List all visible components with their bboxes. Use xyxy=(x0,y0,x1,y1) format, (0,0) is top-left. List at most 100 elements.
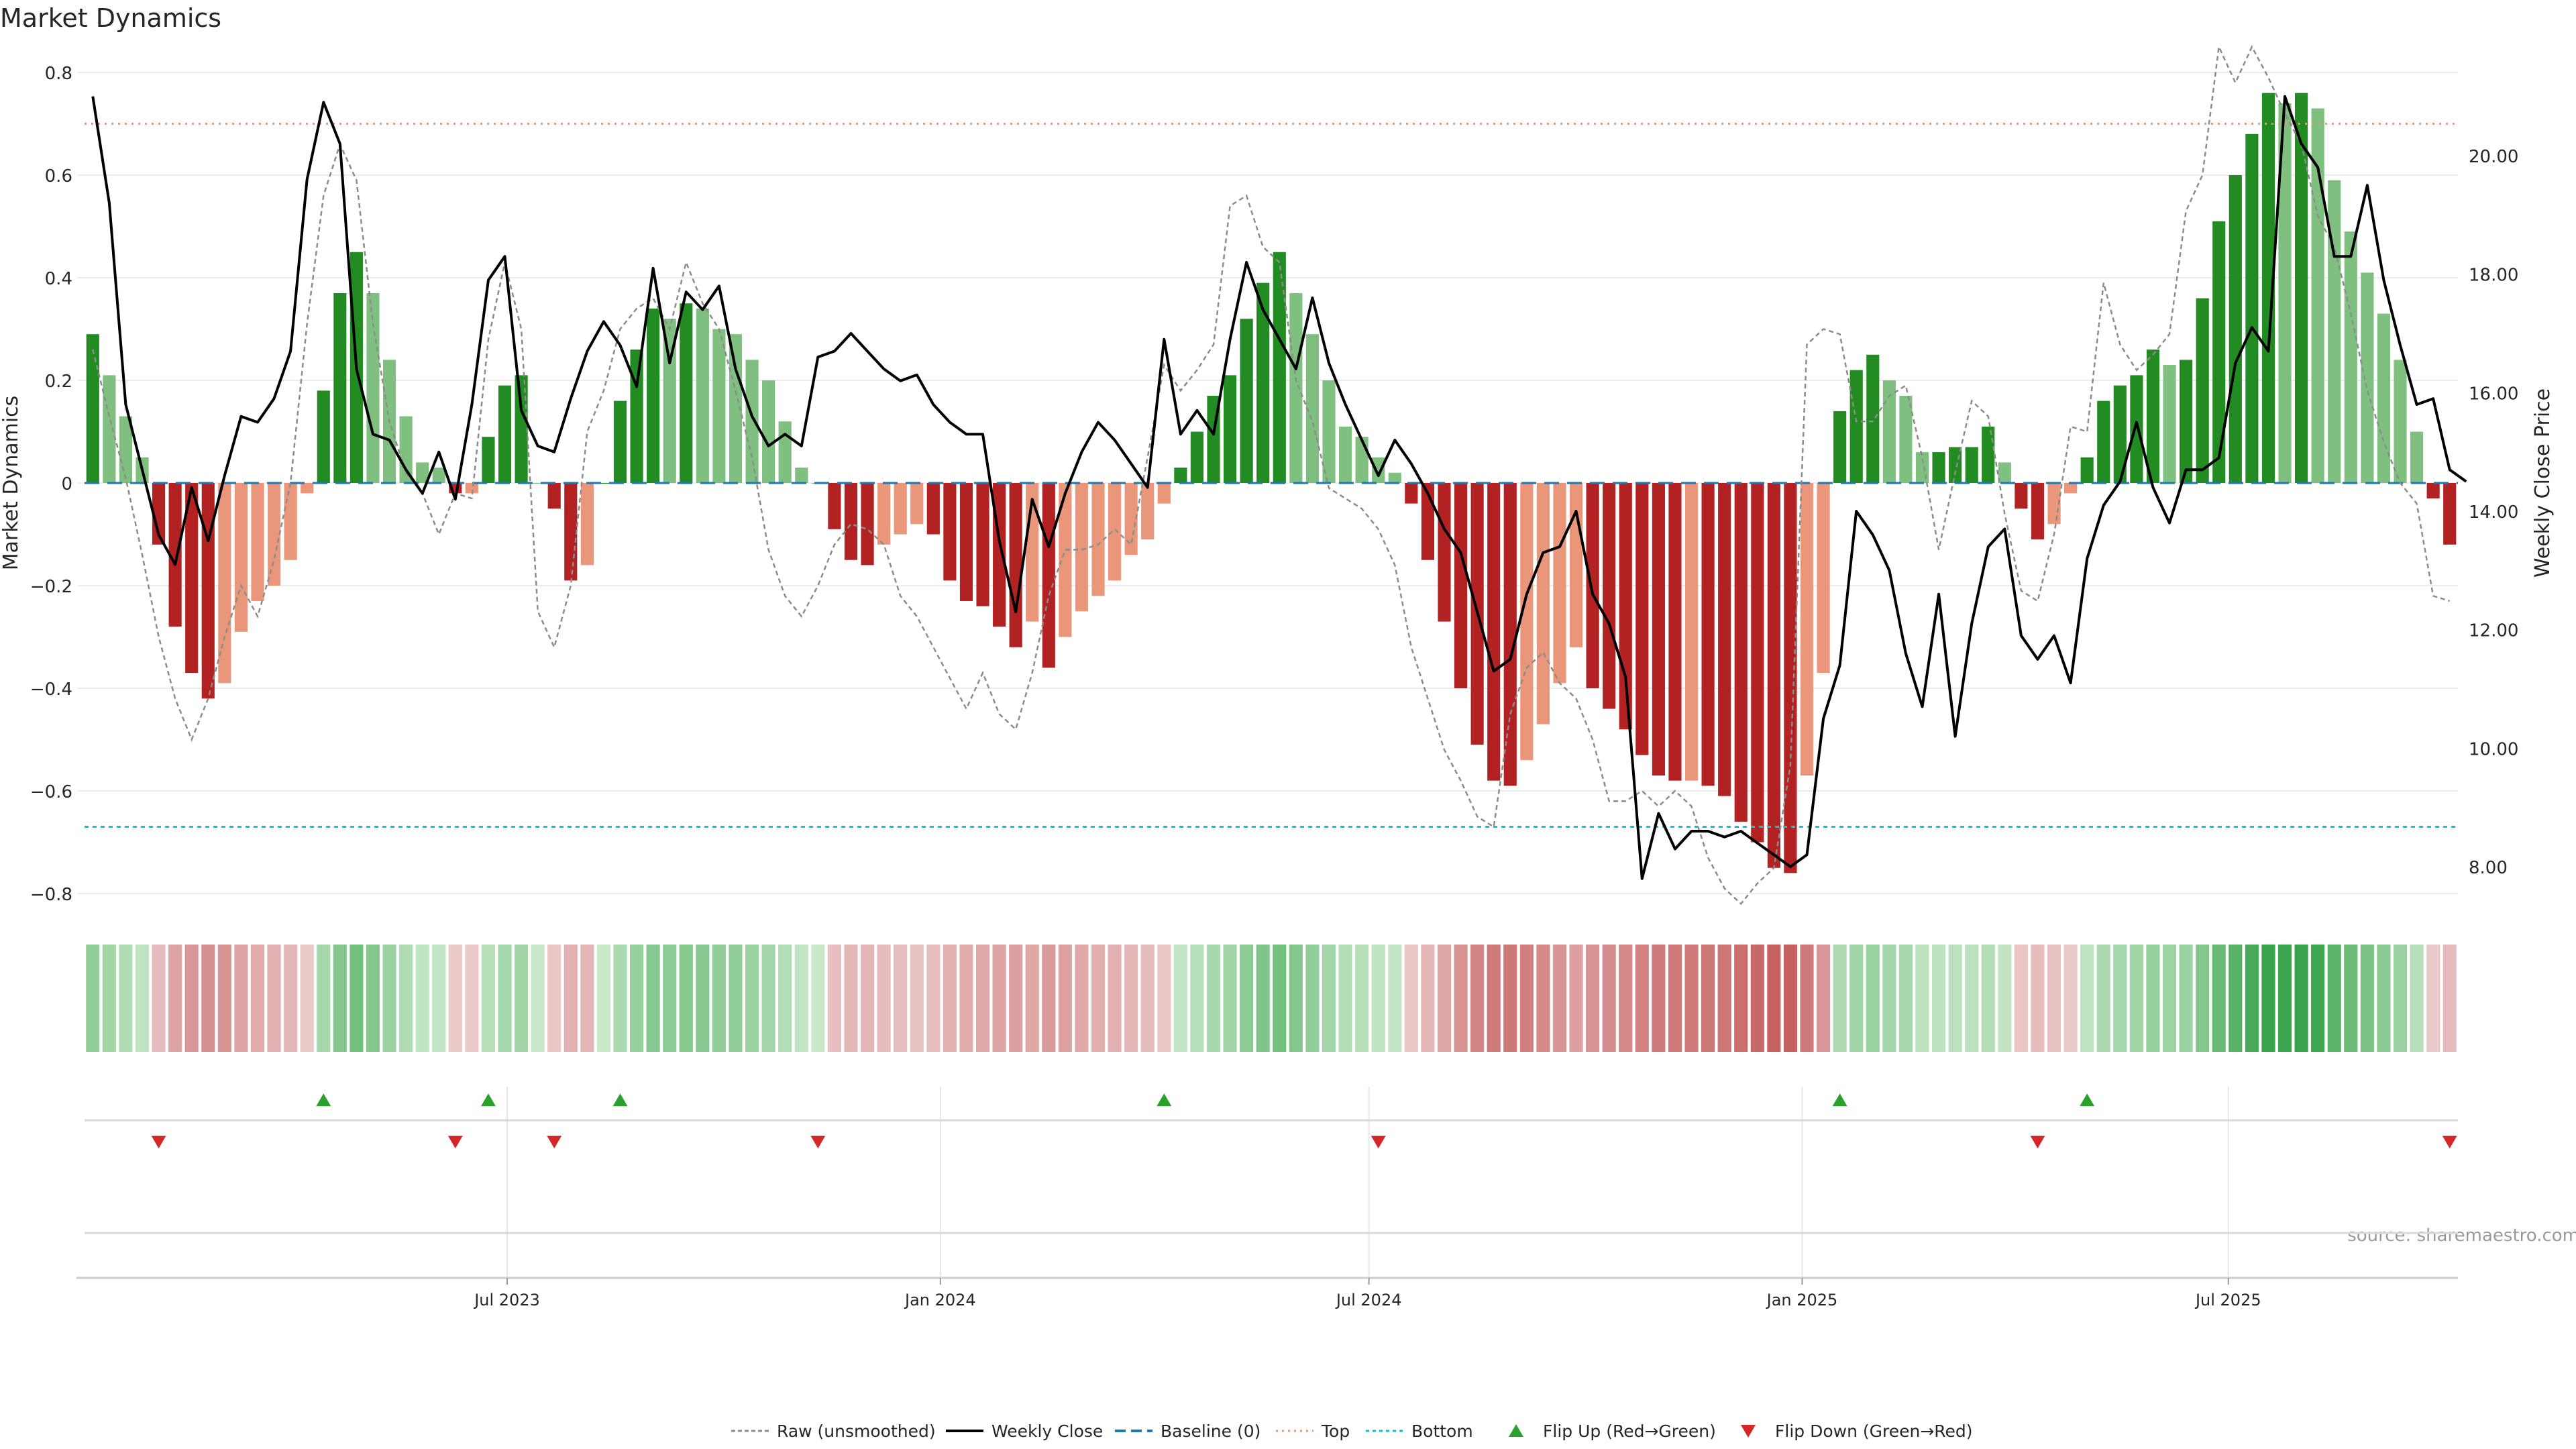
bar xyxy=(1833,411,1847,483)
heat-tile xyxy=(300,945,314,1052)
bar xyxy=(630,350,643,483)
legend-label: Top xyxy=(1321,1421,1350,1441)
bar xyxy=(2047,483,2061,525)
heat-tile xyxy=(1635,945,1649,1052)
bar xyxy=(465,483,478,494)
bar xyxy=(1042,483,1055,668)
bar xyxy=(1174,468,1187,483)
heat-tile xyxy=(119,945,133,1052)
source-note: source: sharemaestro.com xyxy=(2347,1226,2576,1246)
bar xyxy=(2295,93,2308,484)
bar xyxy=(1355,437,1368,483)
heat-tile xyxy=(250,945,265,1052)
bar xyxy=(2163,365,2176,483)
flip-up-marker xyxy=(480,1093,496,1106)
heat-tile xyxy=(1140,945,1155,1052)
x-tick-label: Jan 2025 xyxy=(1766,1291,1838,1309)
heat-tile xyxy=(877,945,891,1052)
heat-tile xyxy=(975,945,990,1052)
heat-tile xyxy=(2047,945,2061,1052)
heat-tile xyxy=(234,945,248,1052)
bar xyxy=(152,483,166,545)
bar xyxy=(1157,483,1171,504)
left-tick-label: 0.2 xyxy=(45,372,72,392)
left-axis-label: Market Dynamics xyxy=(0,396,23,571)
heat-tile xyxy=(184,945,199,1052)
bar xyxy=(547,483,561,509)
flip-up-marker xyxy=(2080,1093,2095,1106)
flip-down-marker xyxy=(2442,1136,2457,1148)
heat-tile xyxy=(1552,945,1567,1052)
flip-markers xyxy=(151,1093,2457,1148)
bar xyxy=(201,483,215,699)
heat-tile xyxy=(2031,945,2045,1052)
heat-tile xyxy=(448,945,462,1052)
flip-up-marker xyxy=(612,1093,628,1106)
heat-tile xyxy=(1454,945,1468,1052)
heat-tile xyxy=(2063,945,2078,1052)
heat-tile xyxy=(2080,945,2094,1052)
heat-tile xyxy=(1190,945,1204,1052)
bar xyxy=(1305,334,1320,483)
bar xyxy=(2080,457,2094,483)
heat-tile xyxy=(1684,945,1699,1052)
heat-tile xyxy=(2377,945,2391,1052)
bar xyxy=(432,468,445,483)
legend-label: Baseline (0) xyxy=(1161,1421,1260,1441)
heat-tile xyxy=(481,945,496,1052)
heat-tile xyxy=(745,945,759,1052)
bar xyxy=(1734,483,1748,822)
heat-tile xyxy=(2393,945,2408,1052)
bar xyxy=(119,416,133,483)
heat-tile xyxy=(333,945,347,1052)
heat-tile xyxy=(1503,945,1517,1052)
heat-tile xyxy=(217,945,231,1052)
heat-tile xyxy=(1783,945,1798,1052)
bar xyxy=(2212,221,2226,483)
heat-tile xyxy=(2014,945,2028,1052)
heat-tile xyxy=(1586,945,1600,1052)
heat-tile xyxy=(201,945,215,1052)
weekly-close-line xyxy=(91,95,2467,880)
bar xyxy=(86,334,99,483)
grid-lines xyxy=(76,72,2458,1279)
bar xyxy=(712,329,726,483)
bar xyxy=(2130,375,2143,483)
x-axis-ticks: Jul 2023 Jan 2024 Jul 2024 Jan 2025 Jul 2025 xyxy=(473,1278,2261,1309)
heat-tile xyxy=(2277,945,2292,1052)
heat-tile xyxy=(580,945,594,1052)
legend-flip-down-swatch xyxy=(1741,1425,1756,1438)
heat-tile xyxy=(712,945,726,1052)
heat-tile xyxy=(284,945,298,1052)
bar xyxy=(828,483,841,529)
heat-tile xyxy=(1058,945,1072,1052)
heat-tile xyxy=(1289,945,1303,1052)
bar xyxy=(1635,483,1649,755)
bar xyxy=(1075,483,1089,612)
heat-tile xyxy=(2096,945,2110,1052)
bar xyxy=(1899,395,1913,483)
bar xyxy=(647,308,660,483)
heat-tile xyxy=(1157,945,1171,1052)
bar xyxy=(910,483,924,525)
bar xyxy=(2097,400,2110,483)
heat-tile xyxy=(498,945,512,1052)
bar xyxy=(498,385,512,483)
heat-tile xyxy=(1421,945,1435,1052)
bar xyxy=(1866,354,1880,483)
left-tick-label: −0.2 xyxy=(30,577,72,597)
bar xyxy=(1388,472,1401,483)
bar xyxy=(1965,447,1978,483)
heat-tile xyxy=(1915,945,1929,1052)
heat-tile xyxy=(860,945,875,1052)
bar xyxy=(2064,483,2078,494)
heat-tile xyxy=(844,945,858,1052)
left-tick-label: −0.8 xyxy=(30,885,72,905)
bar xyxy=(680,303,693,483)
bar xyxy=(1751,483,1764,843)
heat-tile xyxy=(1388,945,1402,1052)
heat-tile xyxy=(1075,945,1089,1052)
heat-tile xyxy=(894,945,908,1052)
heat-tile xyxy=(1009,945,1023,1052)
heat-tile xyxy=(415,945,429,1052)
